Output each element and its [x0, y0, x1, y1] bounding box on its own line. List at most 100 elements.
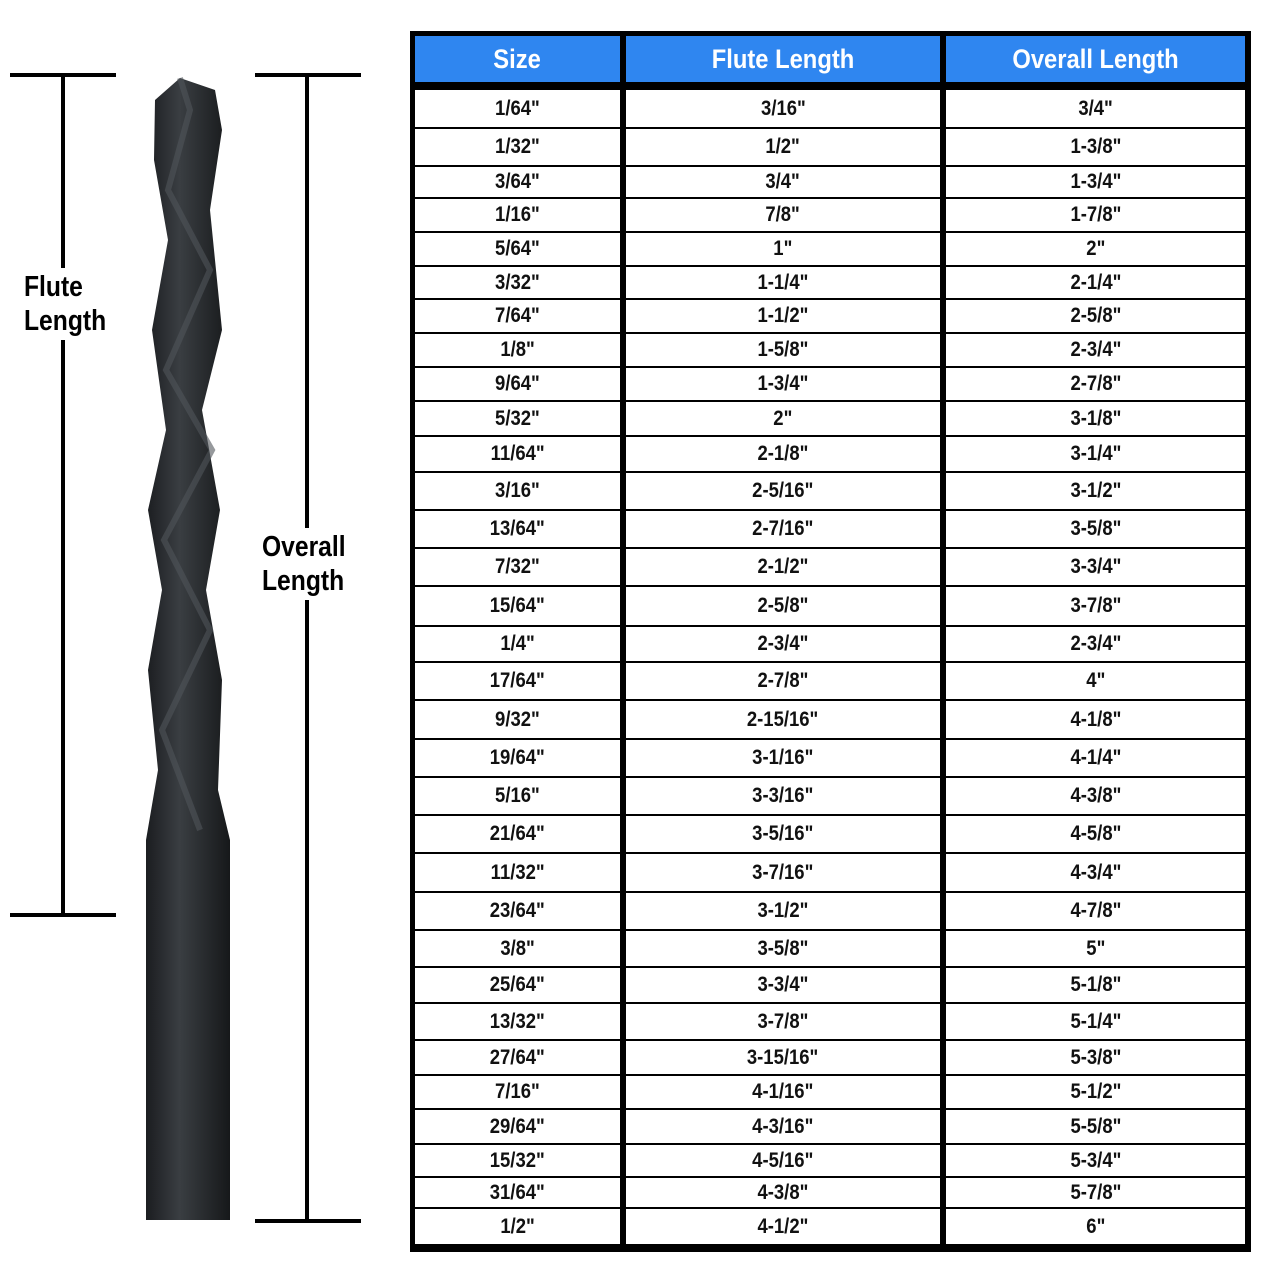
cell-text: 3/16": [495, 479, 540, 502]
cell-size: 5/64": [415, 233, 620, 265]
cell-text: 3/8": [500, 936, 535, 960]
cell-overall-length: 3-7/8": [946, 587, 1245, 625]
cell-text: 7/8": [765, 203, 801, 226]
cell-flute-length: 4-3/16": [626, 1110, 940, 1143]
cell-text: 1-3/4": [1070, 170, 1121, 193]
overall-dimension-line: [305, 75, 309, 1221]
cell-flute-length: 3-15/16": [626, 1041, 940, 1074]
cell-overall-length: 5-1/8": [946, 968, 1245, 1002]
cell-text: 3-15/16": [747, 1045, 819, 1069]
cell-text: 1-3/8": [1070, 135, 1121, 158]
cell-flute-length: 3-7/16": [626, 854, 940, 891]
cell-overall-length: 3-1/4": [946, 437, 1245, 471]
cell-flute-length: 3-5/16": [626, 816, 940, 852]
cell-size: 27/64": [415, 1041, 620, 1074]
cell-text: 5-1/8": [1070, 973, 1121, 996]
cell-text: 5": [1085, 936, 1106, 960]
cell-text: 5-5/8": [1070, 1114, 1121, 1138]
cell-text: 29/64": [489, 1114, 545, 1138]
cell-size: 1/64": [415, 90, 620, 127]
cell-flute-length: 1-3/4": [626, 368, 940, 400]
cell-text: 2-3/4": [1070, 632, 1121, 655]
cell-overall-length: 1-7/8": [946, 199, 1245, 231]
cell-text: 3/16": [760, 96, 806, 120]
cell-text: 4": [1085, 669, 1106, 692]
cell-size: 9/32": [415, 701, 620, 738]
cell-overall-length: 1-3/4": [946, 167, 1245, 197]
cell-overall-length: 1-3/8": [946, 129, 1245, 165]
cell-text: 4-7/8": [1070, 899, 1121, 922]
cell-text: 1-7/8": [1070, 203, 1121, 226]
cell-text: 9/32": [495, 707, 540, 731]
cell-text: 1/32": [495, 135, 540, 158]
cell-size: 5/32": [415, 402, 620, 435]
cell-text: 1/4": [500, 632, 535, 655]
cell-size: 23/64": [415, 893, 620, 929]
cell-flute-length: 4-1/2": [626, 1209, 940, 1244]
cell-overall-length: 2-3/4": [946, 334, 1245, 366]
cell-size: 17/64": [415, 663, 620, 699]
cell-size: 15/32": [415, 1145, 620, 1176]
cell-text: 31/64": [489, 1180, 545, 1204]
flute-label-line1: Flute: [24, 271, 83, 303]
cell-text: 3-3/16": [752, 784, 814, 807]
cell-overall-length: 2-1/4": [946, 267, 1245, 298]
cell-overall-length: 6": [946, 1209, 1245, 1244]
cell-text: 13/64": [489, 517, 545, 540]
cell-text: 3-1/8": [1070, 406, 1121, 430]
cell-text: 3-1/2": [757, 899, 809, 922]
flute-dimension-line: [61, 75, 65, 916]
cell-text: 2-3/4": [757, 632, 809, 655]
cell-flute-length: 1-1/4": [626, 267, 940, 298]
cell-size: 1/2": [415, 1209, 620, 1244]
cell-text: 2-1/4": [1070, 270, 1121, 294]
cell-overall-length: 5-5/8": [946, 1110, 1245, 1143]
cell-text: 4-1/16": [752, 1080, 814, 1103]
header-text: Size: [493, 43, 542, 74]
cell-overall-length: 5-1/2": [946, 1076, 1245, 1108]
drill-size-table: Size Flute Length Overall Length 1/64" 3/16"…: [410, 31, 1251, 1252]
overall-dimension-bottom-tick: [255, 1219, 361, 1223]
flute-label-line2: Length: [24, 305, 107, 337]
cell-flute-length: 2-3/4": [626, 627, 940, 661]
cell-text: 5-7/8": [1070, 1180, 1121, 1204]
cell-text: 2": [773, 406, 793, 430]
cell-text: 2-1/8": [757, 442, 809, 465]
cell-flute-length: 2-7/16": [626, 511, 940, 547]
cell-text: 2-5/8": [1070, 304, 1121, 327]
cell-flute-length: 3-7/8": [626, 1004, 940, 1039]
cell-size: 31/64": [415, 1178, 620, 1207]
cell-size: 1/4": [415, 627, 620, 661]
cell-text: 15/64": [489, 594, 545, 617]
cell-size: 7/16": [415, 1076, 620, 1108]
cell-text: 2-1/2": [757, 555, 809, 578]
cell-overall-length: 4": [946, 663, 1245, 699]
cell-size: 13/32": [415, 1004, 620, 1039]
cell-text: 2-7/16": [752, 517, 814, 540]
cell-text: 3-7/8": [757, 1009, 809, 1033]
cell-text: 3/64": [495, 170, 540, 193]
cell-flute-length: 2": [626, 402, 940, 435]
cell-overall-length: 4-1/8": [946, 701, 1245, 738]
cell-overall-length: 3/4": [946, 90, 1245, 127]
cell-text: 7/16": [495, 1080, 540, 1103]
cell-text: 3-7/16": [752, 860, 814, 884]
cell-overall-length: 4-7/8": [946, 893, 1245, 929]
cell-text: 1": [773, 237, 793, 260]
cell-flute-length: 3-1/16": [626, 740, 940, 776]
cell-text: 2-3/4": [1070, 338, 1121, 361]
cell-text: 2-7/8": [1070, 372, 1121, 395]
cell-text: 1/16": [495, 203, 540, 226]
cell-text: 5/16": [495, 784, 540, 807]
cell-text: 1-1/2": [757, 304, 809, 327]
cell-text: 1-1/4": [757, 270, 809, 294]
cell-text: 4-3/8": [757, 1180, 809, 1204]
cell-text: 13/32": [489, 1009, 545, 1033]
cell-text: 1/64": [495, 96, 540, 120]
cell-text: 6": [1085, 1214, 1106, 1238]
cell-text: 2-7/8": [757, 669, 809, 692]
cell-text: 7/64": [495, 304, 540, 327]
cell-text: 3-7/8": [1070, 594, 1121, 617]
cell-text: 21/64": [489, 822, 545, 845]
overall-length-label: Overall Length: [262, 528, 346, 600]
